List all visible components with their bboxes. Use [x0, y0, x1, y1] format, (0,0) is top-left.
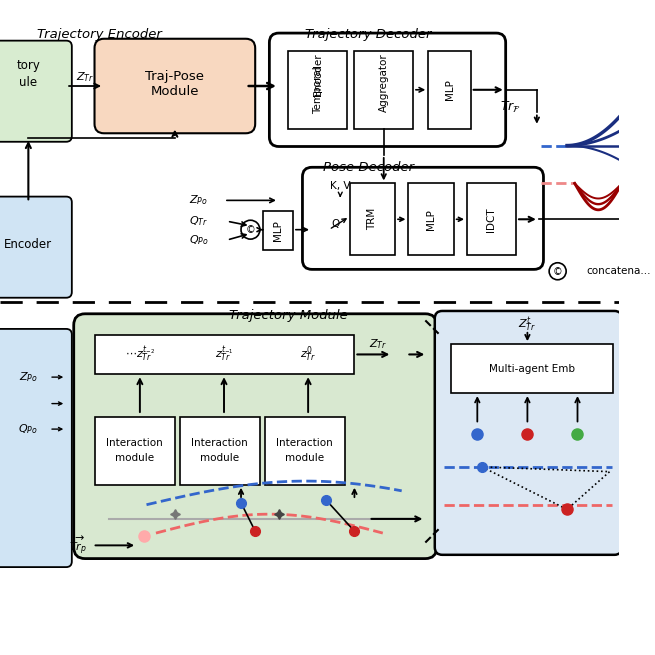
Text: module: module [200, 453, 239, 463]
Text: K, V: K, V [330, 181, 350, 191]
FancyBboxPatch shape [94, 39, 255, 133]
Text: $\overrightarrow{Tr_p}$: $\overrightarrow{Tr_p}$ [69, 534, 86, 557]
Text: Trajectory Encoder: Trajectory Encoder [37, 28, 162, 41]
Text: Aggregator: Aggregator [379, 53, 388, 111]
Bar [428, 51, 471, 128]
Text: $Q_{Tr}$: $Q_{Tr}$ [189, 214, 208, 228]
Circle shape [549, 263, 566, 280]
Text: ule: ule [19, 76, 37, 88]
Text: $Z_{Tr}^{t}$: $Z_{Tr}^{t}$ [518, 316, 536, 335]
Text: MLP: MLP [273, 220, 283, 241]
FancyBboxPatch shape [269, 33, 506, 147]
Text: Multi-agent Emb: Multi-agent Emb [489, 364, 575, 373]
Bar [179, 417, 260, 485]
Text: MLP: MLP [445, 79, 455, 100]
Text: Encoder: Encoder [312, 53, 322, 96]
Text: $Z_{Tr}$: $Z_{Tr}$ [76, 71, 94, 84]
Text: TRM: TRM [367, 208, 377, 231]
Bar [354, 51, 413, 128]
Text: $\cdots z_{Tr}^{t_{-2}}$: $\cdots z_{Tr}^{t_{-2}}$ [125, 345, 155, 364]
Text: $Q_{Po}$: $Q_{Po}$ [189, 233, 208, 247]
Bar [288, 51, 347, 128]
Text: $Z_{Tr}$: $Z_{Tr}$ [369, 337, 387, 351]
Text: $Z_{Po}$: $Z_{Po}$ [19, 370, 38, 384]
FancyBboxPatch shape [435, 311, 622, 555]
Text: module: module [115, 453, 154, 463]
Text: Interaction: Interaction [191, 438, 248, 448]
Text: Module: Module [151, 85, 199, 98]
Text: $Tr_{\mathcal{F}}$: $Tr_{\mathcal{F}}$ [500, 100, 521, 115]
Bar [94, 417, 175, 485]
Bar [350, 183, 395, 255]
Bar [467, 183, 516, 255]
Text: module: module [285, 453, 324, 463]
Text: $\copyright$: $\copyright$ [552, 265, 563, 277]
FancyBboxPatch shape [0, 329, 72, 567]
FancyBboxPatch shape [74, 314, 437, 559]
Text: Temporal: Temporal [312, 66, 322, 114]
FancyBboxPatch shape [0, 196, 72, 298]
Text: concatena...: concatena... [586, 267, 650, 276]
Text: Traj-Pose: Traj-Pose [145, 70, 204, 83]
Text: $z_{Tr}^{0}$: $z_{Tr}^{0}$ [300, 345, 316, 364]
Text: Trajectory Decoder: Trajectory Decoder [305, 28, 432, 41]
Text: $Z_{Po}$: $Z_{Po}$ [189, 193, 208, 207]
Bar [94, 335, 354, 374]
Text: Trajectory Module: Trajectory Module [229, 309, 348, 322]
Text: tory: tory [16, 59, 41, 71]
FancyBboxPatch shape [0, 41, 72, 141]
Bar [451, 344, 614, 393]
Text: $z_{Tr}^{t_{-1}}$: $z_{Tr}^{t_{-1}}$ [215, 345, 233, 364]
Text: Interaction: Interaction [106, 438, 162, 448]
FancyBboxPatch shape [303, 167, 544, 269]
Text: Q: Q [331, 219, 340, 229]
Text: IDCT: IDCT [487, 207, 496, 232]
Bar [265, 417, 345, 485]
Text: Encoder: Encoder [5, 238, 52, 252]
Circle shape [241, 220, 260, 239]
Text: $Q_{Po}$: $Q_{Po}$ [18, 422, 38, 436]
Text: Pose Decoder: Pose Decoder [323, 160, 414, 174]
Text: MLP: MLP [426, 209, 436, 230]
Bar [408, 183, 454, 255]
Text: Interaction: Interaction [276, 438, 333, 448]
Text: $\copyright$: $\copyright$ [245, 224, 255, 236]
Bar [263, 211, 293, 250]
